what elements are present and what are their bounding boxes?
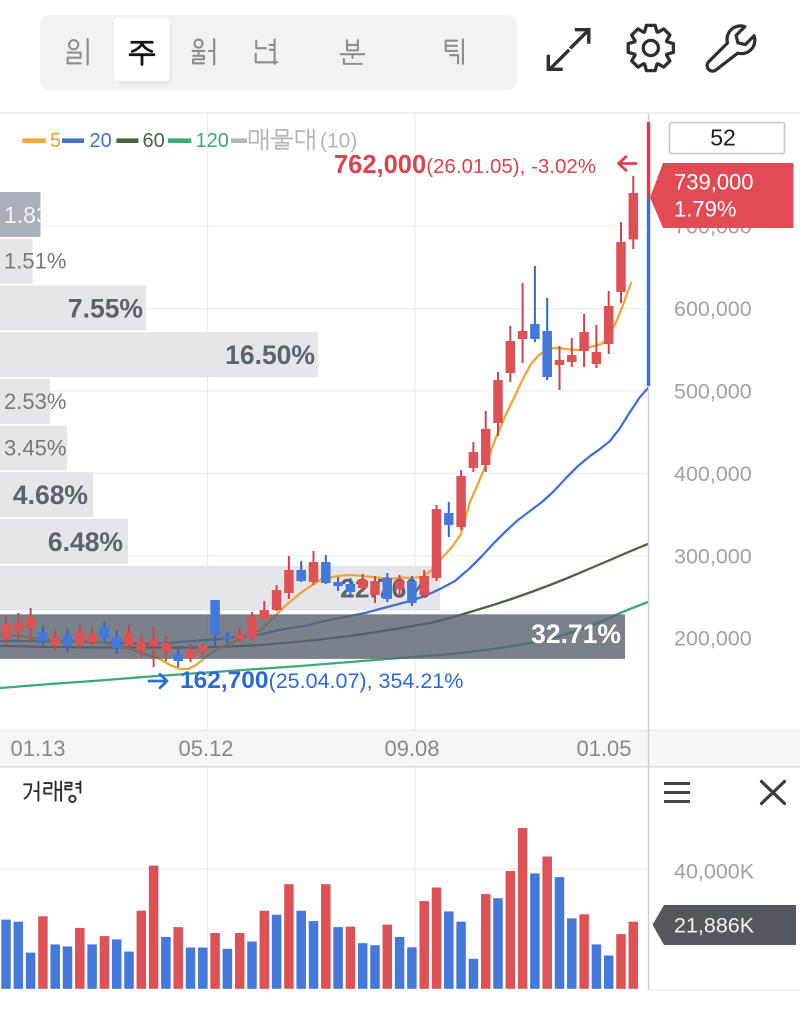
svg-text:7.55%: 7.55% <box>68 293 143 323</box>
svg-text:300,000: 300,000 <box>674 544 752 568</box>
svg-text:2.53%: 2.53% <box>4 389 66 414</box>
svg-text:762,000(26.01.05), -3.02%: 762,000(26.01.05), -3.02% <box>334 151 596 179</box>
svg-text:05.12: 05.12 <box>178 736 233 761</box>
svg-text:120: 120 <box>196 130 229 152</box>
svg-text:21,886K: 21,886K <box>674 914 755 938</box>
svg-text:739,000: 739,000 <box>674 170 754 195</box>
svg-text:1.83: 1.83 <box>4 202 49 228</box>
svg-text:(10): (10) <box>320 130 357 153</box>
svg-text:400,000: 400,000 <box>674 462 752 486</box>
svg-text:60: 60 <box>143 130 165 152</box>
svg-text:1.79%: 1.79% <box>674 197 736 222</box>
svg-text:01.05: 01.05 <box>576 736 631 761</box>
svg-text:20: 20 <box>90 130 112 152</box>
svg-text:32.71%: 32.71% <box>531 619 621 649</box>
svg-text:162,700(25.04.07), 354.21%: 162,700(25.04.07), 354.21% <box>180 667 463 694</box>
svg-text:09.08: 09.08 <box>384 736 439 761</box>
svg-text:500,000: 500,000 <box>674 380 752 404</box>
svg-text:52: 52 <box>710 125 736 151</box>
svg-text:3.45%: 3.45% <box>4 436 66 461</box>
svg-text:6.48%: 6.48% <box>48 527 123 557</box>
svg-text:40,000K: 40,000K <box>674 860 755 884</box>
svg-text:4.68%: 4.68% <box>13 480 88 510</box>
svg-text:5: 5 <box>50 130 61 152</box>
svg-text:16.50%: 16.50% <box>225 340 315 370</box>
svg-text:01.13: 01.13 <box>10 736 65 761</box>
svg-text:1.51%: 1.51% <box>4 249 66 274</box>
svg-text:200,000: 200,000 <box>674 627 752 651</box>
svg-text:600,000: 600,000 <box>674 297 752 321</box>
